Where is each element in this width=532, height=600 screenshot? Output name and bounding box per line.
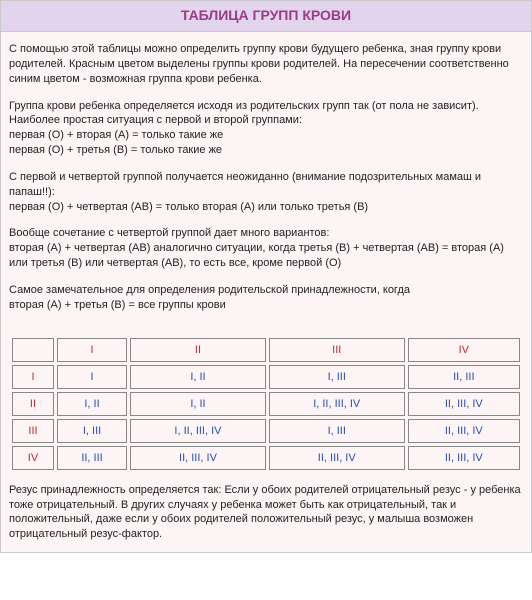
page-container: ТАБЛИЦА ГРУПП КРОВИ С помощью этой табли… [0, 0, 532, 553]
data-cell: II, III, IV [408, 446, 520, 470]
data-cell: I, II [57, 392, 127, 416]
col-header: III [269, 338, 405, 362]
corner-cell [12, 338, 54, 362]
data-cell: II, III [408, 365, 520, 389]
col-header: IV [408, 338, 520, 362]
data-cell: I, II, III, IV [130, 419, 266, 443]
table-row: III I, III I, II, III, IV I, III II, III… [12, 419, 520, 443]
table-row: IV II, III II, III, IV II, III, IV II, I… [12, 446, 520, 470]
table-row: I I I, II I, III II, III [12, 365, 520, 389]
paragraph-1: С помощью этой таблицы можно определить … [9, 42, 523, 87]
data-cell: I, II, III, IV [269, 392, 405, 416]
data-cell: I, II [130, 365, 266, 389]
data-cell: I, III [57, 419, 127, 443]
row-header: III [12, 419, 54, 443]
col-header: II [130, 338, 266, 362]
title-bar: ТАБЛИЦА ГРУПП КРОВИ [1, 1, 531, 32]
data-cell: I [57, 365, 127, 389]
paragraph-3: С первой и четвертой группой получается … [9, 170, 523, 215]
p5-text: Самое замечательное для определения роди… [9, 284, 410, 296]
row-header: I [12, 365, 54, 389]
table-header-row: I II III IV [12, 338, 520, 362]
data-cell: I, II [130, 392, 266, 416]
paragraph-2: Группа крови ребенка определяется исходя… [9, 99, 523, 158]
footer-paragraph: Резус принадлежность определяется так: Е… [1, 477, 531, 552]
data-cell: II, III, IV [130, 446, 266, 470]
data-cell: I, III [269, 365, 405, 389]
p2-line2: первая (O) + третья (B) = только такие ж… [9, 144, 222, 156]
p2-line1: первая (O) + вторая (A) = только такие ж… [9, 129, 223, 141]
row-header: II [12, 392, 54, 416]
page-title: ТАБЛИЦА ГРУПП КРОВИ [181, 7, 351, 23]
row-header: IV [12, 446, 54, 470]
data-cell: II, III, IV [269, 446, 405, 470]
blood-type-table-wrap: I II III IV I I I, II I, III II, III II … [1, 331, 531, 477]
intro-text: С помощью этой таблицы можно определить … [1, 32, 531, 331]
p4-text: Вообще сочетание с четвертой группой дае… [9, 227, 329, 239]
p2-text: Группа крови ребенка определяется исходя… [9, 100, 479, 127]
p3-text: С первой и четвертой группой получается … [9, 171, 481, 198]
p4-line1: вторая (A) + четвертая (AB) аналогично с… [9, 242, 504, 269]
p5-line1: вторая (А) + третья (В) = все группы кро… [9, 299, 226, 311]
paragraph-5: Самое замечательное для определения роди… [9, 283, 523, 313]
blood-type-table: I II III IV I I I, II I, III II, III II … [9, 335, 523, 473]
p3-line1: первая (O) + четвертая (AB) = только вто… [9, 201, 368, 213]
data-cell: II, III [57, 446, 127, 470]
data-cell: II, III, IV [408, 419, 520, 443]
data-cell: I, III [269, 419, 405, 443]
paragraph-4: Вообще сочетание с четвертой группой дае… [9, 226, 523, 271]
table-row: II I, II I, II I, II, III, IV II, III, I… [12, 392, 520, 416]
col-header: I [57, 338, 127, 362]
data-cell: II, III, IV [408, 392, 520, 416]
